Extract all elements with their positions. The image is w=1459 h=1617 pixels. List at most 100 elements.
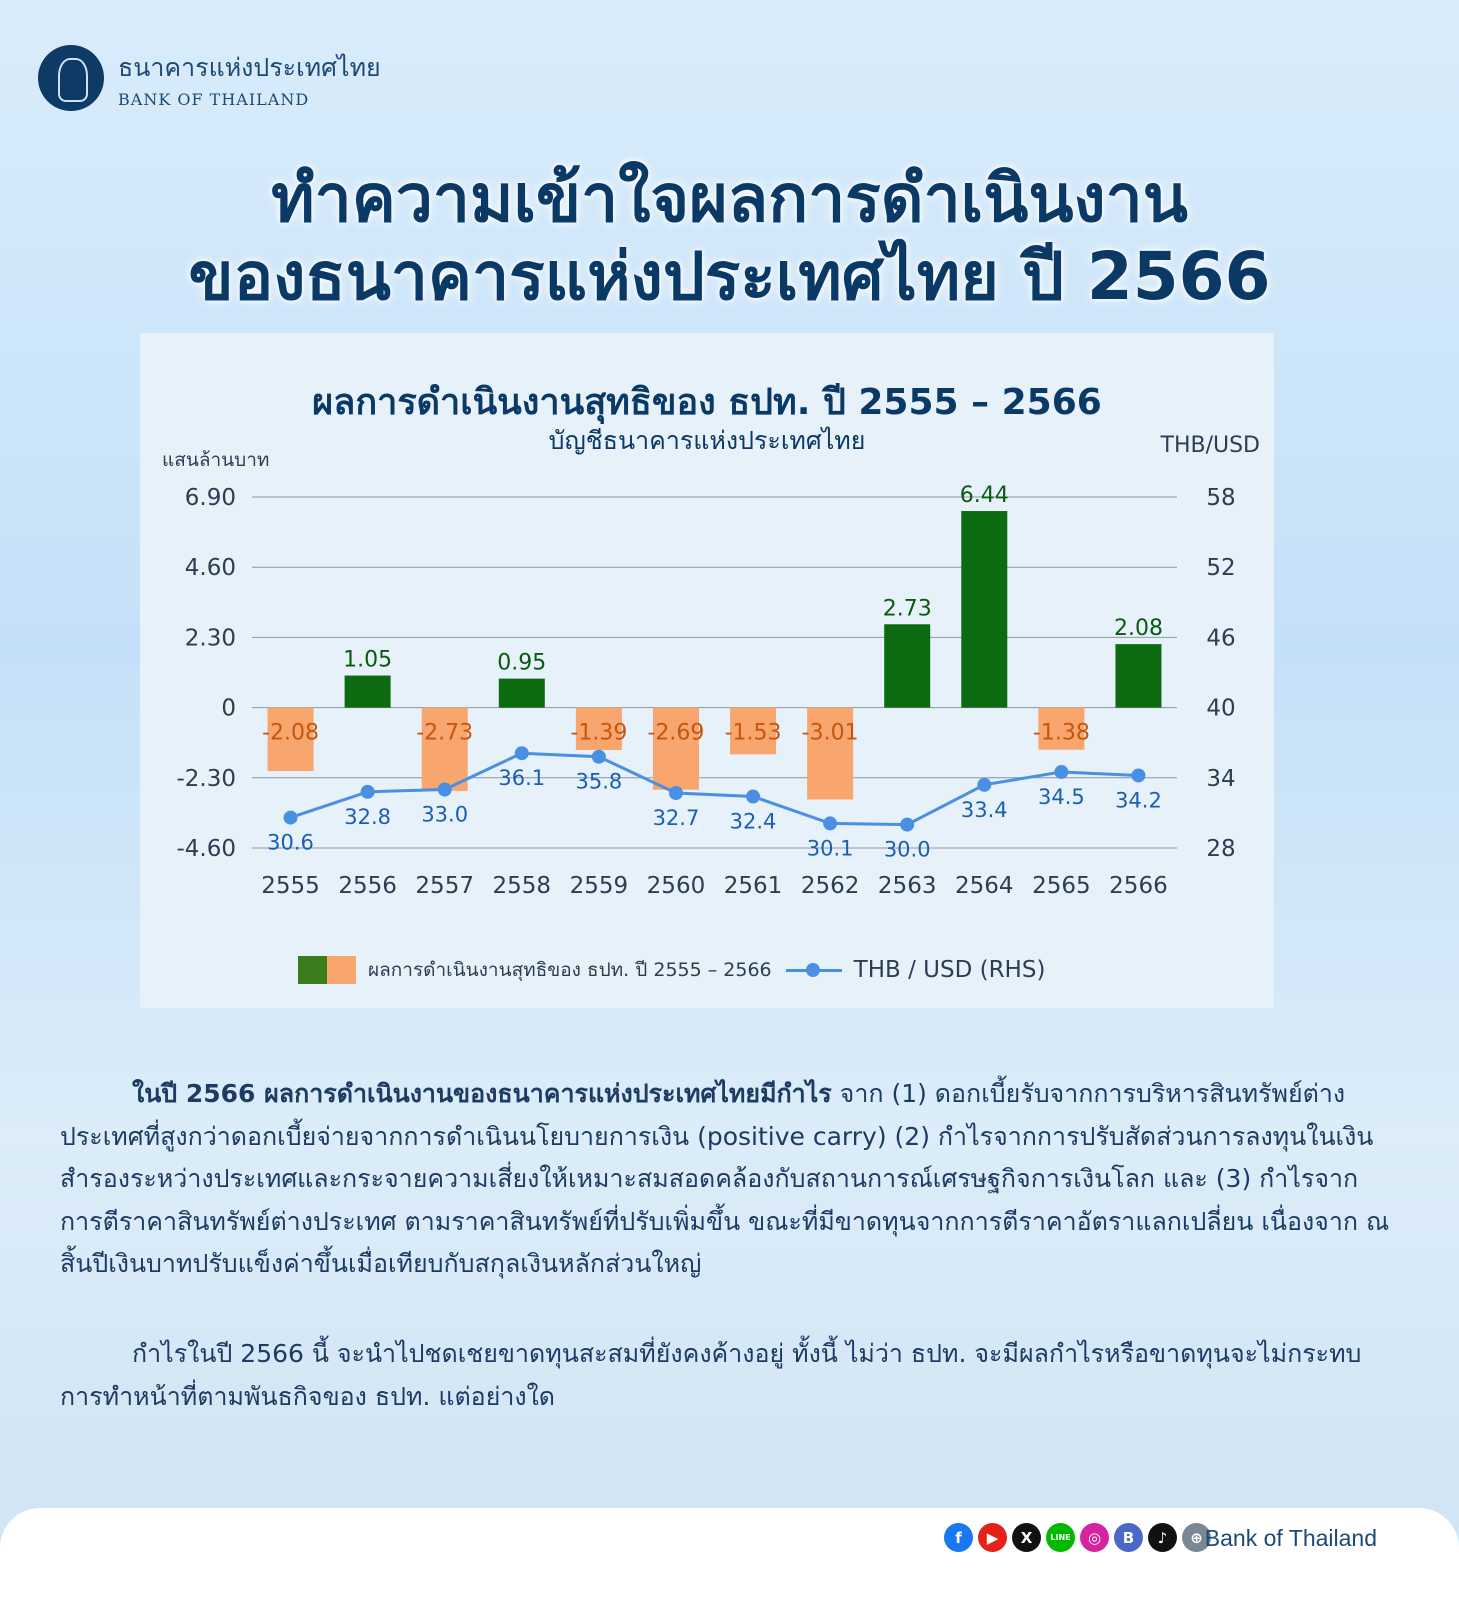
y-tick-label: -2.30 xyxy=(176,766,236,792)
chart-svg: 6.90 4.60 2.30 0 -2.30 -4.60 58 52 46 40 34 28 -2.08… xyxy=(176,483,1235,899)
line-icon[interactable]: LINE xyxy=(1046,1523,1075,1552)
right-axis-unit: THB/USD xyxy=(1160,433,1261,458)
footer xyxy=(0,1508,1459,1617)
y2-tick-label: 40 xyxy=(1206,696,1235,722)
bar-data-label: -2.08 xyxy=(262,721,319,746)
fx-point xyxy=(1054,764,1069,779)
fx-point xyxy=(1131,768,1146,783)
legend-label-line: THB / USD (RHS) xyxy=(853,957,1046,983)
x-tick-label: 2557 xyxy=(415,873,474,899)
chart-title: ผลการดำเนินงานสุทธิของ ธปท. ปี 2555 – 25… xyxy=(312,382,1102,423)
fx-data-label: 32.7 xyxy=(653,806,700,830)
bank-logo-icon xyxy=(38,45,104,111)
x-tick-label: 2559 xyxy=(570,873,629,899)
x-tick-label: 2558 xyxy=(493,873,552,899)
footer-brand: Bank of Thailand xyxy=(1204,1525,1377,1551)
fx-data-label: 33.0 xyxy=(421,803,468,827)
bar-data-label: 6.44 xyxy=(960,483,1009,508)
legend-swatch-positive xyxy=(298,956,327,984)
body-paragraph-2: กำไรในปี 2566 นี้ จะนำไปชดเชยขาดทุนสะสมท… xyxy=(60,1333,1390,1418)
blockdit-icon[interactable]: B xyxy=(1114,1523,1143,1552)
x-tick-label: 2555 xyxy=(261,873,320,899)
bar xyxy=(421,707,468,791)
y-tick-label: 6.90 xyxy=(185,485,236,511)
instagram-icon[interactable]: ◎ xyxy=(1080,1523,1109,1552)
bar-data-label: -1.39 xyxy=(570,721,627,746)
youtube-icon[interactable]: ▶ xyxy=(978,1523,1007,1552)
x-tick-label: 2562 xyxy=(801,873,860,899)
fx-data-label: 30.0 xyxy=(884,838,931,862)
bar-data-label: 1.05 xyxy=(343,648,392,673)
fx-point xyxy=(977,777,992,792)
x-tick-label: 2566 xyxy=(1109,873,1168,899)
bar xyxy=(884,624,931,708)
bar xyxy=(267,707,314,772)
chart-legend: ผลการดำเนินงานสุทธิของ ธปท. ปี 2555 – 25… xyxy=(298,955,1045,985)
fx-data-label: 35.8 xyxy=(575,770,622,794)
fx-point xyxy=(514,746,529,761)
bar-data-label: -2.69 xyxy=(647,721,704,746)
bar-data-label: 2.08 xyxy=(1114,616,1163,641)
header: ธนาคารแห่งประเทศไทย BANK OF THAILAND xyxy=(38,45,381,111)
chart-subtitle: บัญชีธนาคารแห่งประเทศไทย xyxy=(548,426,866,455)
y2-tick-label: 58 xyxy=(1206,485,1235,511)
bar xyxy=(961,511,1008,708)
fx-point xyxy=(668,786,683,801)
legend-line-marker xyxy=(785,962,842,977)
y-tick-label: 0 xyxy=(221,696,236,722)
bar-data-label: 0.95 xyxy=(497,651,546,676)
bar-data-label: -1.38 xyxy=(1033,721,1090,746)
y-tick-label: 4.60 xyxy=(185,555,236,581)
page-title-line2: ของธนาคารแห่งประเทศไทย ปี 2566 xyxy=(188,238,1271,315)
fx-data-label: 30.1 xyxy=(807,836,854,860)
body-paragraph-1-bold: ในปี 2566 ผลการดำเนินงานของธนาคารแห่งประ… xyxy=(132,1079,832,1108)
bar-data-label: -3.01 xyxy=(802,721,859,746)
fx-series-line xyxy=(290,751,1139,827)
bar xyxy=(498,678,545,708)
chart-card: ผลการดำเนินงานสุทธิของ ธปท. ปี 2555 – 25… xyxy=(140,333,1274,1008)
fx-point xyxy=(746,789,761,804)
y-tick-label: -4.60 xyxy=(176,836,236,862)
x-tick-label: 2564 xyxy=(955,873,1014,899)
x-tick-label: 2556 xyxy=(338,873,397,899)
brand: ธนาคารแห่งประเทศไทย BANK OF THAILAND xyxy=(118,48,381,109)
fx-data-label: 33.4 xyxy=(961,798,1008,822)
body-paragraph-2-text: กำไรในปี 2566 นี้ จะนำไปชดเชยขาดทุนสะสมท… xyxy=(60,1339,1362,1411)
y2-tick-label: 34 xyxy=(1206,766,1235,792)
y2-tick-label: 46 xyxy=(1206,625,1235,651)
fx-point xyxy=(900,817,915,832)
fx-data-label: 34.2 xyxy=(1115,788,1162,812)
body-paragraph-1-text: จาก (1) ดอกเบี้ยรับจากการบริหารสินทรัพย์… xyxy=(60,1079,1390,1278)
social-icons: f ▶ X LINE ◎ B ♪ ⊕ xyxy=(939,1523,1211,1552)
fx-data-label: 32.4 xyxy=(730,810,777,834)
y2-tick-label: 52 xyxy=(1206,555,1235,581)
legend-label-bars: ผลการดำเนินงานสุทธิของ ธปท. ปี 2555 – 25… xyxy=(368,959,772,981)
fx-data-label: 36.1 xyxy=(498,766,545,790)
x-tick-label: 2560 xyxy=(647,873,706,899)
y2-tick-label: 28 xyxy=(1206,836,1235,862)
body-paragraph-1: ในปี 2566 ผลการดำเนินงานของธนาคารแห่งประ… xyxy=(60,1073,1390,1286)
bar-data-label: -1.53 xyxy=(725,721,782,746)
facebook-icon[interactable]: f xyxy=(944,1523,973,1552)
bar xyxy=(730,707,777,755)
fx-point xyxy=(283,810,298,825)
fx-data-label: 32.8 xyxy=(344,805,391,829)
fx-point xyxy=(360,784,375,799)
bar xyxy=(1038,707,1085,750)
globe-icon[interactable]: ⊕ xyxy=(1182,1523,1211,1552)
x-tick-label: 2563 xyxy=(878,873,937,899)
fx-data-label: 30.6 xyxy=(267,831,314,855)
bar xyxy=(344,675,391,708)
page-title-line1: ทำความเข้าใจผลการดำเนินงาน xyxy=(271,160,1188,237)
bar-data-label: -2.73 xyxy=(416,721,473,746)
left-axis-unit: แสนล้านบาท xyxy=(162,449,270,471)
bar xyxy=(1115,644,1162,708)
y-tick-label: 2.30 xyxy=(185,625,236,651)
x-tick-label: 2561 xyxy=(724,873,783,899)
legend-swatch-negative xyxy=(327,956,356,984)
tiktok-icon[interactable]: ♪ xyxy=(1148,1523,1177,1552)
x-icon[interactable]: X xyxy=(1012,1523,1041,1552)
fx-data-label: 34.5 xyxy=(1038,785,1085,809)
bar xyxy=(652,707,699,790)
org-name-en: BANK OF THAILAND xyxy=(118,89,310,109)
